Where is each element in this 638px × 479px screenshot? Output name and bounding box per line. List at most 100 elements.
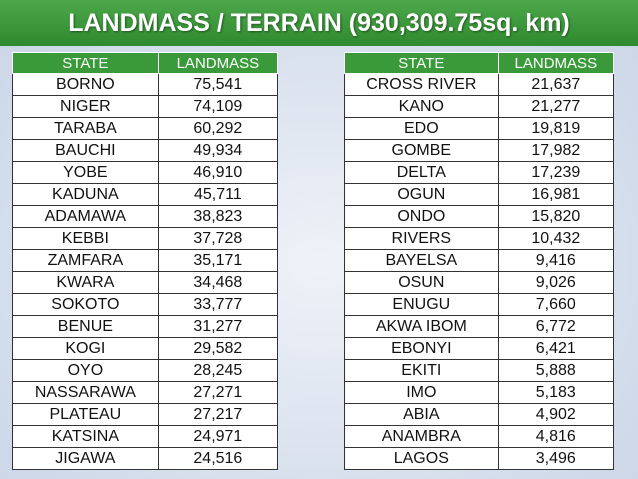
table-row: LAGOS 3,496 [344,447,615,470]
state-cell: CROSS RIVER [344,73,499,96]
table-row: YOBE 46,910 [12,161,279,184]
landmass-cell: 4,902 [497,403,615,426]
state-cell: KANO [344,95,499,118]
state-cell: ENUGU [344,293,499,316]
table-row: GOMBE 17,982 [344,139,615,162]
state-cell: GOMBE [344,139,499,162]
table-row: CROSS RIVER 21,637 [344,73,615,96]
state-cell: OGUN [344,183,499,206]
landmass-cell: 33,777 [157,293,279,316]
landmass-cell: 31,277 [157,315,279,338]
column-header: LANDMASS [497,52,615,74]
state-cell: ZAMFARA [12,249,159,272]
column-header: LANDMASS [157,52,279,74]
landmass-cell: 24,516 [157,447,279,470]
state-cell: EKITI [344,359,499,382]
header-row: STATE LANDMASS [12,52,279,74]
landmass-cell: 6,772 [497,315,615,338]
state-cell: BAYELSA [344,249,499,272]
state-cell: KADUNA [12,183,159,206]
state-cell: DELTA [344,161,499,184]
landmass-cell: 24,971 [157,425,279,448]
landmass-cell: 27,217 [157,403,279,426]
state-cell: IMO [344,381,499,404]
landmass-cell: 21,277 [497,95,615,118]
landmass-cell: 19,819 [497,117,615,140]
state-cell: KEBBI [12,227,159,250]
landmass-cell: 16,981 [497,183,615,206]
state-cell: BORNO [12,73,159,96]
landmass-cell: 9,026 [497,271,615,294]
state-cell: LAGOS [344,447,499,470]
landmass-cell: 29,582 [157,337,279,360]
table-row: ENUGU 7,660 [344,293,615,316]
table-row: KADUNA 45,711 [12,183,279,206]
state-cell: KWARA [12,271,159,294]
state-cell: EBONYI [344,337,499,360]
state-cell: ADAMAWA [12,205,159,228]
landmass-cell: 38,823 [157,205,279,228]
table-row: OSUN 9,026 [344,271,615,294]
state-cell: TARABA [12,117,159,140]
landmass-cell: 10,432 [497,227,615,250]
table-row: KOGI 29,582 [12,337,279,360]
table-row: IMO 5,183 [344,381,615,404]
landmass-cell: 60,292 [157,117,279,140]
state-cell: YOBE [12,161,159,184]
landmass-cell: 9,416 [497,249,615,272]
state-cell: NASSARAWA [12,381,159,404]
state-cell: EDO [344,117,499,140]
table-row: ADAMAWA 38,823 [12,205,279,228]
table-row: EDO 19,819 [344,117,615,140]
table-row: KWARA 34,468 [12,271,279,294]
title-bar [0,0,638,46]
landmass-cell: 15,820 [497,205,615,228]
table-row: BORNO 75,541 [12,73,279,96]
table-row: PLATEAU 27,217 [12,403,279,426]
landmass-cell: 21,637 [497,73,615,96]
table-row: DELTA 17,239 [344,161,615,184]
column-header: STATE [344,52,499,74]
table-row: ONDO 15,820 [344,205,615,228]
landmass-table: STATE LANDMASS BORNO 75,541 NIGER 74,109 TARAB… [12,52,279,470]
landmass-cell: 35,171 [157,249,279,272]
landmass-cell: 37,728 [157,227,279,250]
landmass-cell: 4,816 [497,425,615,448]
table-row: JIGAWA 24,516 [12,447,279,470]
table-row: TARABA 60,292 [12,117,279,140]
state-cell: OSUN [344,271,499,294]
table-row: ANAMBRA 4,816 [344,425,615,448]
landmass-cell: 27,271 [157,381,279,404]
title: LANDMASS / TERRAIN (930,309.75sq. km) [68,9,570,37]
state-cell: AKWA IBOM [344,315,499,338]
state-cell: JIGAWA [12,447,159,470]
table-row: BENUE 31,277 [12,315,279,338]
landmass-cell: 17,239 [497,161,615,184]
landmass-cell: 17,982 [497,139,615,162]
landmass-cell: 49,934 [157,139,279,162]
table-row: BAUCHI 49,934 [12,139,279,162]
state-cell: ANAMBRA [344,425,499,448]
table-row: RIVERS 10,432 [344,227,615,250]
landmass-cell: 45,711 [157,183,279,206]
table-row: KATSINA 24,971 [12,425,279,448]
table-row: OYO 28,245 [12,359,279,382]
state-cell: KATSINA [12,425,159,448]
state-cell: NIGER [12,95,159,118]
table-row: OGUN 16,981 [344,183,615,206]
table-row: EBONYI 6,421 [344,337,615,360]
state-cell: BENUE [12,315,159,338]
landmass-cell: 34,468 [157,271,279,294]
table-row: NIGER 74,109 [12,95,279,118]
table-row: BAYELSA 9,416 [344,249,615,272]
landmass-cell: 46,910 [157,161,279,184]
table-row: KANO 21,277 [344,95,615,118]
state-cell: KOGI [12,337,159,360]
table-row: KEBBI 37,728 [12,227,279,250]
landmass-cell: 5,183 [497,381,615,404]
state-cell: OYO [12,359,159,382]
state-cell: SOKOTO [12,293,159,316]
table-row: ABIA 4,902 [344,403,615,426]
landmass-cell: 28,245 [157,359,279,382]
